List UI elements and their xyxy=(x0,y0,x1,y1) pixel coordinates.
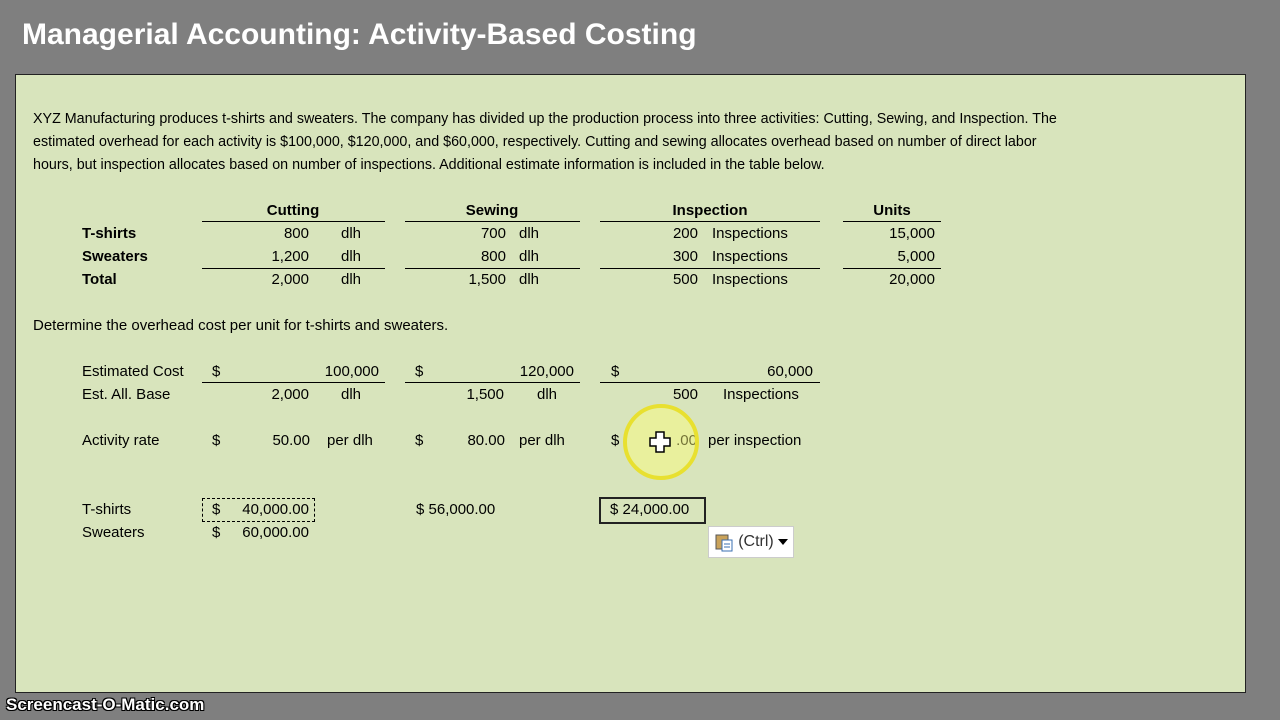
column-header: Sewing xyxy=(465,202,519,219)
table-cell: 2,000 xyxy=(271,271,309,288)
table-cell: 1,200 xyxy=(271,248,309,265)
calc-cell: 100,000 xyxy=(324,363,379,380)
table-cell: Inspections xyxy=(712,225,788,242)
underline xyxy=(600,221,820,222)
calc-cell: per dlh xyxy=(327,432,373,449)
row-label: Total xyxy=(82,271,117,288)
table-cell: 15,000 xyxy=(889,225,935,242)
calc-cell: per inspection xyxy=(708,432,802,449)
calc-cell: $ xyxy=(415,363,424,380)
calc-cell: $ xyxy=(415,432,424,449)
underline xyxy=(405,268,580,269)
column-header: Inspection xyxy=(672,202,748,219)
row-label: T-shirts xyxy=(82,501,132,518)
underline xyxy=(202,382,385,383)
row-label: Activity rate xyxy=(82,432,160,449)
calc-cell: 80.00 xyxy=(467,432,505,449)
table-cell: dlh xyxy=(341,225,362,242)
row-label: Sweaters xyxy=(82,524,145,541)
underline xyxy=(600,268,820,269)
cursor-highlight xyxy=(623,404,699,480)
column-header: Units xyxy=(873,202,911,219)
calc-cell: $ xyxy=(212,432,221,449)
calc-cell: dlh xyxy=(537,386,558,403)
result-cell: 60,000.00 xyxy=(242,524,309,541)
paste-label: (Ctrl) xyxy=(738,533,774,550)
calc-cell: .00 xyxy=(676,432,697,450)
result-cell: $ xyxy=(212,501,221,518)
row-label: T-shirts xyxy=(82,225,137,242)
result-cell: $ xyxy=(212,524,221,541)
sheet-panel xyxy=(15,74,1246,693)
table-cell: 800 xyxy=(283,225,309,242)
underline xyxy=(600,382,820,383)
calc-cell: $ xyxy=(212,363,221,380)
result-cell: $ 56,000.00 xyxy=(416,501,496,518)
calc-cell: 60,000 xyxy=(767,363,813,380)
table-cell: 5,000 xyxy=(897,248,935,265)
copy-marquee xyxy=(202,498,315,522)
intro-line: XYZ Manufacturing produces t-shirts and … xyxy=(33,111,1057,127)
calc-cell: 120,000 xyxy=(519,363,574,380)
calc-cell: $ xyxy=(611,363,620,380)
selected-cell[interactable] xyxy=(599,497,706,524)
calc-cell: Inspections xyxy=(723,386,799,403)
table-cell: 20,000 xyxy=(889,271,935,288)
paste-options[interactable]: (Ctrl) xyxy=(708,526,794,558)
title: Managerial Accounting: Activity-Based Co… xyxy=(22,18,697,51)
watermark: Screencast-O-Matic.com xyxy=(6,695,205,714)
underline xyxy=(843,268,941,269)
table-cell: 1,500 xyxy=(468,271,506,288)
intro-line: hours, but inspection allocates based on… xyxy=(33,157,825,173)
table-cell: dlh xyxy=(519,248,540,265)
intro-line: estimated overhead for each activity is … xyxy=(33,134,1037,150)
calc-cell: 2,000 xyxy=(271,386,309,403)
underline xyxy=(202,268,385,269)
underline xyxy=(405,221,580,222)
table-cell: Inspections xyxy=(712,271,788,288)
row-label: Est. All. Base xyxy=(82,386,171,403)
table-cell: dlh xyxy=(341,248,362,265)
table-cell: 200 xyxy=(672,225,698,242)
calc-cell: 50.00 xyxy=(272,432,310,449)
result-cell: $ 24,000.00 xyxy=(610,501,690,518)
table-cell: 300 xyxy=(672,248,698,265)
calc-cell: 1,500 xyxy=(466,386,504,403)
underline xyxy=(843,221,941,222)
table-cell: dlh xyxy=(519,271,540,288)
table-cell: 800 xyxy=(480,248,506,265)
table-cell: 700 xyxy=(480,225,506,242)
calc-cell: per dlh xyxy=(519,432,565,449)
table-cell: Inspections xyxy=(712,248,788,265)
calc-cell: dlh xyxy=(341,386,362,403)
underline xyxy=(405,382,580,383)
table-cell: dlh xyxy=(341,271,362,288)
calc-cell: $ xyxy=(611,432,620,449)
row-label: Estimated Cost xyxy=(82,363,184,380)
row-label: Sweaters xyxy=(82,248,148,265)
table-cell: dlh xyxy=(519,225,540,242)
result-cell: 40,000.00 xyxy=(242,501,309,518)
paste-icon xyxy=(715,534,733,552)
column-header: Cutting xyxy=(266,202,320,219)
question: Determine the overhead cost per unit for… xyxy=(33,317,449,334)
dropdown-arrow xyxy=(777,539,788,545)
calc-cell: 500 xyxy=(672,386,698,403)
underline xyxy=(202,221,385,222)
table-cell: 500 xyxy=(672,271,698,288)
